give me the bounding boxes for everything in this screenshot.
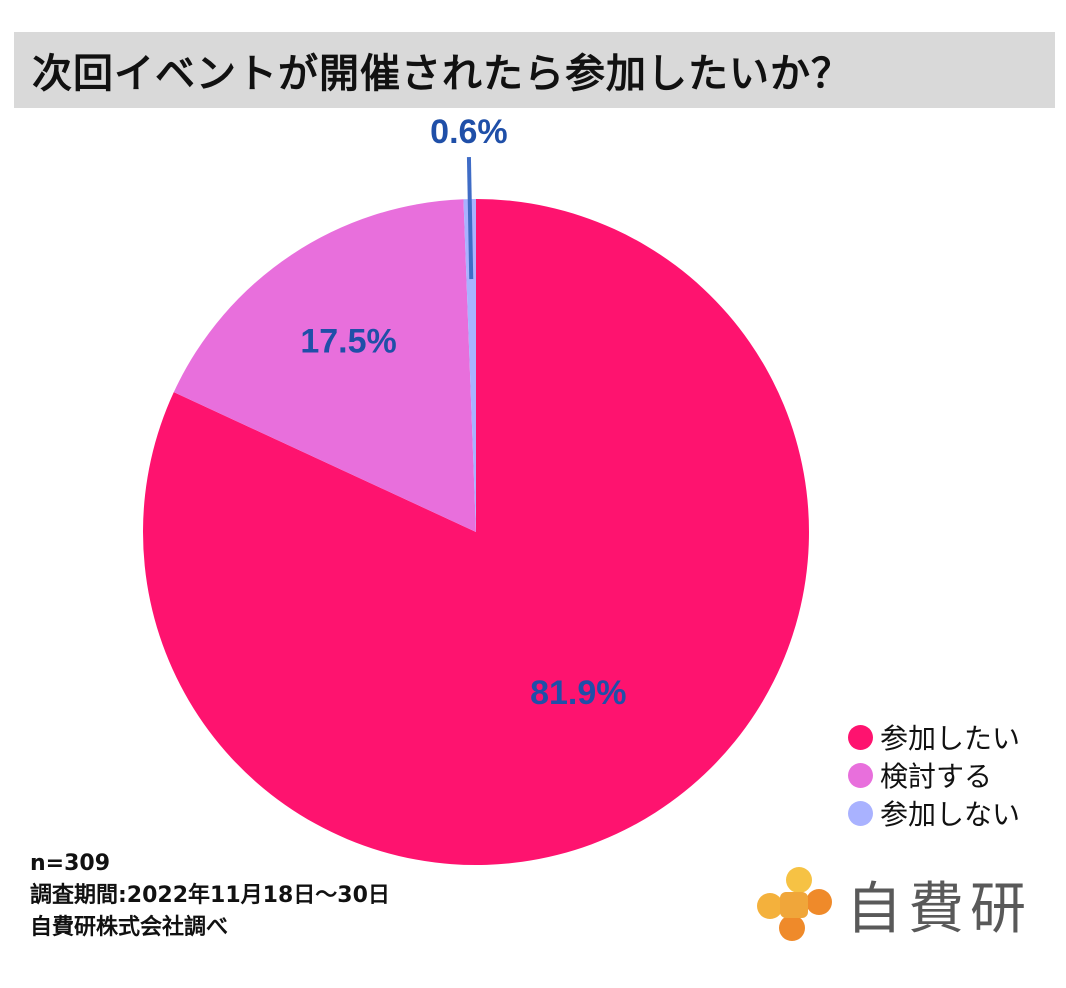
legend-label: 検討する [880, 760, 993, 793]
legend-item-consider: 検討する [848, 756, 1020, 794]
title-bar: 次回イベントが開催されたら参加したいか？ [14, 32, 1055, 108]
sample-size: n=309 [30, 851, 111, 876]
data-label-consider: 17.5% [300, 323, 396, 361]
legend-swatch-icon [848, 724, 873, 750]
pie-slice-not-join [463, 199, 476, 532]
legend-item-join: 参加したい [848, 718, 1020, 756]
chart-title: 次回イベントが開催されたら参加したいか？ [32, 51, 852, 97]
pie-slice-consider [173, 199, 477, 532]
logo-dot-right [806, 888, 832, 915]
data-label-join: 81.9% [530, 674, 626, 712]
legend-label: 参加しない [880, 798, 1021, 831]
legend-swatch-icon [848, 762, 873, 788]
legend-item-not-join: 参加しない [848, 794, 1020, 832]
legend-swatch-icon [848, 800, 873, 826]
data-label-not-join: 0.6% [430, 113, 508, 151]
logo-text: 自費研 [846, 877, 1032, 942]
survey-period: 調査期間:2022年11月18日～30日 [30, 883, 390, 908]
logo-center [780, 891, 808, 918]
brand-logo: 自費研 [756, 864, 1032, 945]
logo-dot-bottom [779, 914, 805, 941]
footnote: n=309 調査期間:2022年11月18日～30日 自費研株式会社調べ [30, 848, 390, 944]
legend: 参加したい 検討する 参加しない [848, 718, 1020, 832]
logo-dot-top [786, 866, 812, 893]
source-note: 自費研株式会社調べ [30, 915, 229, 940]
logo-dot-left [757, 892, 783, 919]
logo-mark-icon [757, 866, 832, 941]
leader-line-not-join [466, 157, 474, 280]
legend-label: 参加したい [880, 722, 1021, 755]
